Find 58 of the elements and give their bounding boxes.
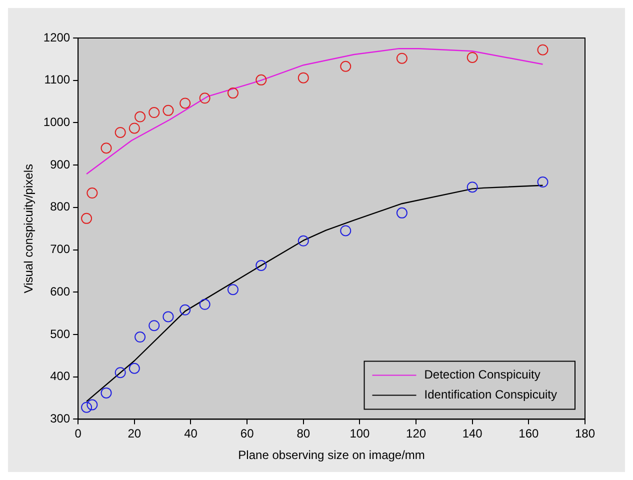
y-tick-label: 400	[50, 369, 70, 384]
point	[162, 311, 174, 322]
point	[199, 92, 210, 104]
point	[537, 44, 548, 56]
x-tick-label: 20	[128, 426, 142, 441]
y-tick-label: 1000	[43, 115, 70, 130]
point	[396, 207, 408, 218]
legend-label: Detection Conspicuity	[424, 368, 540, 382]
y-tick-label: 500	[50, 326, 70, 341]
x-tick-label: 180	[574, 426, 596, 441]
point	[340, 225, 352, 236]
point	[128, 362, 140, 374]
point	[466, 52, 478, 63]
point	[81, 212, 92, 224]
point	[256, 74, 267, 86]
point	[466, 182, 478, 193]
point	[86, 188, 98, 199]
point	[134, 332, 146, 343]
x-tick-label: 100	[350, 426, 370, 441]
point	[114, 367, 126, 378]
point	[256, 260, 267, 271]
point	[340, 60, 352, 72]
point	[180, 98, 191, 109]
y-tick-label: 700	[50, 242, 70, 256]
point	[81, 402, 92, 413]
point	[199, 298, 210, 310]
x-tick-label: 80	[296, 426, 310, 441]
y-tick-label: 1100	[44, 72, 70, 87]
y-tick-label: 900	[50, 157, 70, 172]
legend-label: Identification Conspicuity	[424, 388, 558, 402]
point	[86, 399, 98, 410]
x-tick-label: 40	[184, 426, 198, 441]
point	[148, 107, 160, 118]
point	[537, 176, 548, 188]
point	[162, 104, 174, 116]
y-tick-label: 600	[50, 284, 70, 298]
x-tick-label: 120	[406, 426, 426, 441]
y-tick-label: 300	[50, 412, 70, 426]
point	[100, 142, 112, 154]
point	[148, 320, 160, 332]
y-tick-label: 800	[50, 200, 70, 214]
point	[298, 235, 309, 246]
point	[128, 122, 140, 134]
point	[100, 387, 112, 398]
x-axis-title: Plane observing size on image/mm	[238, 448, 425, 462]
point	[298, 72, 309, 84]
point	[134, 111, 146, 122]
x-tick-label: 0	[74, 426, 82, 441]
point	[114, 126, 126, 138]
x-tick-label: 140	[462, 426, 483, 441]
point	[227, 88, 238, 99]
y-axis-title: Visual conspicuity/pixels	[22, 164, 36, 294]
point	[227, 284, 238, 296]
point	[396, 52, 408, 64]
y-tick-label: 1200	[43, 30, 70, 44]
x-tick-label: 60	[240, 426, 254, 441]
x-tick-label: 160	[518, 426, 540, 441]
point	[180, 304, 191, 316]
